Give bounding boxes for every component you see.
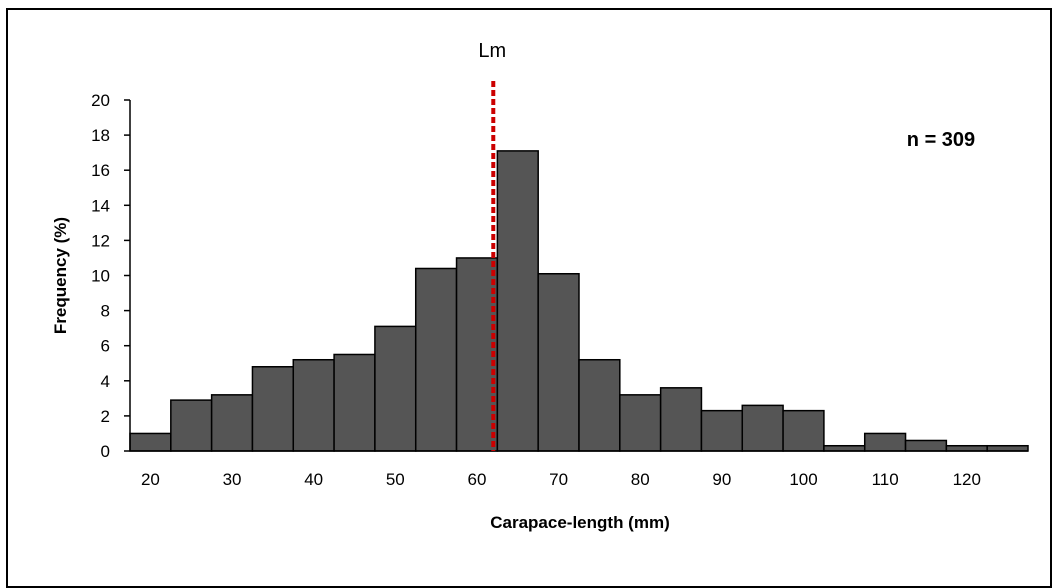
histogram-bar bbox=[904, 439, 948, 452]
x-tick-label: 50 bbox=[386, 470, 405, 489]
x-tick-label: 60 bbox=[467, 470, 486, 489]
y-tick-label: 12 bbox=[91, 231, 110, 250]
x-tick-label: 40 bbox=[304, 470, 323, 489]
histogram-bar bbox=[863, 432, 907, 452]
histogram-bar bbox=[210, 394, 254, 452]
x-tick-label: 70 bbox=[549, 470, 568, 489]
y-tick-label: 10 bbox=[91, 267, 110, 286]
y-tick-label: 4 bbox=[101, 372, 110, 391]
x-tick-label: 30 bbox=[223, 470, 242, 489]
histogram-bar bbox=[292, 358, 335, 452]
y-tick-label: 8 bbox=[101, 302, 110, 321]
histogram-bar bbox=[374, 325, 417, 452]
histogram-bar bbox=[986, 444, 1029, 452]
histogram-bar bbox=[455, 257, 499, 452]
histogram-bar bbox=[333, 353, 376, 452]
histogram-chart: 0 2 4 6 8 10 12 14 16 18 20 20 30 40 50 60 70 80 90 100 110… bbox=[51, 40, 1029, 532]
histogram-bar bbox=[700, 409, 744, 452]
histogram-bar bbox=[170, 399, 213, 452]
y-tick-label: 16 bbox=[91, 161, 110, 180]
x-tick-label: 80 bbox=[631, 470, 650, 489]
y-ticks: 0 2 4 6 8 10 12 14 16 18 20 bbox=[91, 91, 130, 461]
histogram-bar bbox=[251, 366, 295, 452]
x-tick-label: 90 bbox=[712, 470, 731, 489]
x-tick-label: 120 bbox=[953, 470, 981, 489]
histogram-bar bbox=[741, 404, 784, 452]
x-tick-label: 110 bbox=[872, 470, 899, 489]
y-tick-label: 6 bbox=[101, 337, 110, 356]
histogram-bar bbox=[496, 150, 539, 452]
histogram-bar bbox=[619, 394, 662, 452]
x-tick-label: 20 bbox=[141, 470, 160, 489]
sample-size-annotation: n = 309 bbox=[907, 129, 975, 151]
y-tick-label: 20 bbox=[91, 91, 110, 110]
histogram-bar bbox=[823, 444, 866, 452]
lm-reference-label: Lm bbox=[478, 40, 506, 62]
histogram-bar bbox=[782, 409, 825, 452]
histogram-bar bbox=[578, 358, 621, 452]
y-tick-label: 2 bbox=[101, 407, 110, 426]
histogram-bar bbox=[945, 444, 988, 452]
histogram-bar bbox=[537, 272, 580, 452]
x-axis-title: Carapace-length (mm) bbox=[490, 513, 669, 532]
y-axis-title: Frequency (%) bbox=[51, 217, 70, 334]
y-tick-label: 18 bbox=[91, 126, 110, 145]
y-tick-label: 0 bbox=[101, 442, 110, 461]
y-tick-label: 14 bbox=[91, 196, 110, 215]
histogram-bar bbox=[129, 432, 172, 452]
histogram-bar bbox=[414, 267, 458, 452]
x-tick-label: 100 bbox=[789, 470, 817, 489]
histogram-bar bbox=[659, 387, 703, 452]
bars-layer bbox=[129, 150, 1029, 452]
x-ticks: 20 30 40 50 60 70 80 90 100 110 120 bbox=[141, 470, 981, 489]
